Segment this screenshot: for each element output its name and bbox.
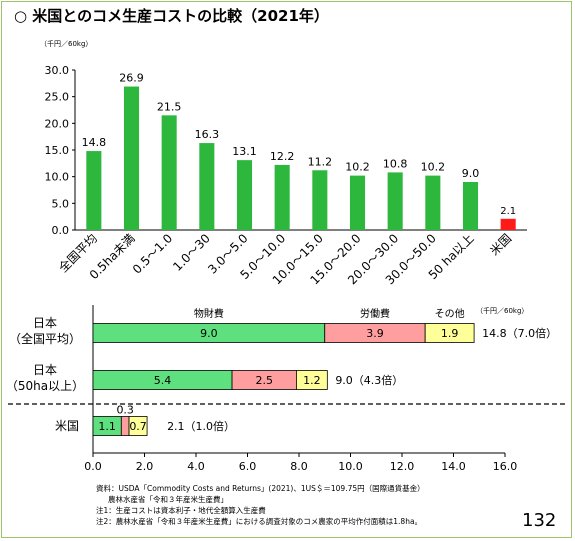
row-sublabel: （50ha以上） [6, 379, 84, 393]
y-tick-label: 0.0 [52, 224, 70, 237]
y-tick-label: 20.0 [45, 117, 70, 130]
bar [123, 86, 140, 231]
y-tick-label: 30.0 [45, 64, 70, 77]
x-tick-label: 8.0 [290, 460, 308, 473]
bar [500, 218, 516, 230]
y-tick-label: 10.0 [45, 171, 70, 184]
cost-breakdown-chart: （千円／60kg） 物財費 労働費 その他 日本（全国平均） 9.0 3.9 1.9 14.… [6, 305, 568, 473]
y-tick-label: 25.0 [45, 91, 70, 104]
y-tick-label: 5.0 [52, 197, 70, 210]
segment-value-label: 3.9 [366, 327, 384, 340]
bottom-x-ticks: 0.0 2.0 4.0 6.0 8.0 10.0 12.0 14.0 16.0 [84, 453, 517, 473]
segment [128, 416, 148, 436]
segment-value-label: 1.9 [441, 327, 459, 340]
x-tick-label: 16.0 [493, 460, 518, 473]
bar [236, 160, 253, 230]
top-category-labels: 全国平均0.5ha未満0.5～1.01.0～303.0～5.05.0～10.01… [55, 231, 514, 288]
bottom-rows: 日本（全国平均） 9.0 3.9 1.9 14.8（7.0倍）日本（50ha以上） 5.4… [6, 316, 557, 436]
top-bars [86, 86, 516, 231]
bar-value-label: 2.1 [500, 206, 516, 217]
series-label: 物財費 [194, 307, 224, 320]
segment-value-label: 1.1 [98, 420, 116, 433]
segment-value-label: 0.3 [116, 404, 134, 417]
x-tick-label: 4.0 [187, 460, 205, 473]
x-tick-label: 10.0 [338, 460, 363, 473]
row-label: 日本 [33, 363, 57, 377]
row-label: 日本 [33, 316, 57, 330]
top-y-ticks: 0.0 5.0 10.0 15.0 20.0 25.0 30.0 [45, 64, 75, 237]
source-note-2: 農林水産省「令和３年産米生産費」 [108, 494, 228, 504]
x-tick-label: 12.0 [390, 460, 415, 473]
bar-value-label: 10.2 [421, 161, 446, 174]
footnote-1: 注1：生産コストは資本利子・地代全額算入生産費 [96, 505, 266, 515]
page-title: ○ 米国とのコメ生産コストの比較（2021年） [14, 7, 329, 25]
segment [424, 323, 475, 343]
category-label: 米国 [487, 231, 514, 258]
category-label: 0.5～1.0 [130, 231, 175, 276]
series-label: 労働費 [360, 307, 390, 320]
x-tick-label: 14.0 [441, 460, 466, 473]
segment-value-label: 1.2 [303, 374, 321, 387]
bar-value-label: 21.5 [157, 100, 182, 113]
page-number: 132 [522, 510, 556, 531]
bar-value-label: 16.3 [195, 128, 220, 141]
bottom-unit-label: （千円／60kg） [476, 306, 528, 315]
bar-value-label: 14.8 [82, 136, 107, 149]
row-total-label: 2.1（1.0倍） [167, 419, 235, 433]
x-tick-label: 0.0 [84, 460, 102, 473]
row-sublabel: （全国平均） [9, 331, 81, 346]
x-tick-label: 2.0 [136, 460, 154, 473]
top-value-labels: 14.8 26.9 21.5 16.3 13.1 12.2 11.2 10.2 10.8 10.2… [82, 72, 517, 217]
segment-value-label: 5.4 [154, 374, 172, 387]
bar-value-label: 10.8 [383, 157, 408, 170]
row-total-label: 9.0（4.3倍） [335, 373, 403, 387]
bar [199, 143, 215, 230]
bar [312, 170, 328, 230]
row-total-label: 14.8（7.0倍） [482, 326, 557, 340]
segment [296, 370, 328, 390]
bar [274, 164, 290, 230]
bottom-series-labels: 物財費 労働費 その他 [194, 307, 465, 320]
bar-value-label: 13.1 [232, 145, 257, 158]
segment [120, 416, 130, 436]
bar [161, 115, 177, 230]
cost-by-farm-size-chart: （千円／60kg） 0.0 5.0 10.0 15.0 20.0 25.0 30.0 14.… [40, 39, 527, 287]
bar [387, 172, 403, 230]
bar [462, 182, 479, 230]
bar [349, 175, 366, 230]
bar-value-label: 10.2 [345, 161, 370, 174]
y-tick-label: 15.0 [45, 144, 70, 157]
bar-value-label: 12.2 [270, 150, 295, 163]
segment-value-label: 0.7 [129, 420, 147, 433]
segment-value-label: 9.0 [200, 327, 218, 340]
top-unit-label: （千円／60kg） [40, 39, 92, 48]
x-tick-label: 6.0 [239, 460, 257, 473]
series-label: その他 [435, 307, 465, 320]
source-note: 資料：USDA「Commodity Costs and Returns」(202… [96, 483, 425, 493]
bar [425, 175, 441, 230]
bar-value-label: 11.2 [308, 155, 333, 168]
footnote-2: 注2：農林水産省「令和３年産米生産費」における調査対象のコメ農家の平均作付面積は… [96, 516, 422, 526]
bar-value-label: 26.9 [119, 72, 144, 85]
bar [86, 151, 102, 230]
segment-value-label: 2.5 [255, 374, 273, 387]
bar-value-label: 9.0 [462, 167, 480, 180]
row-label: 米国 [55, 419, 79, 433]
